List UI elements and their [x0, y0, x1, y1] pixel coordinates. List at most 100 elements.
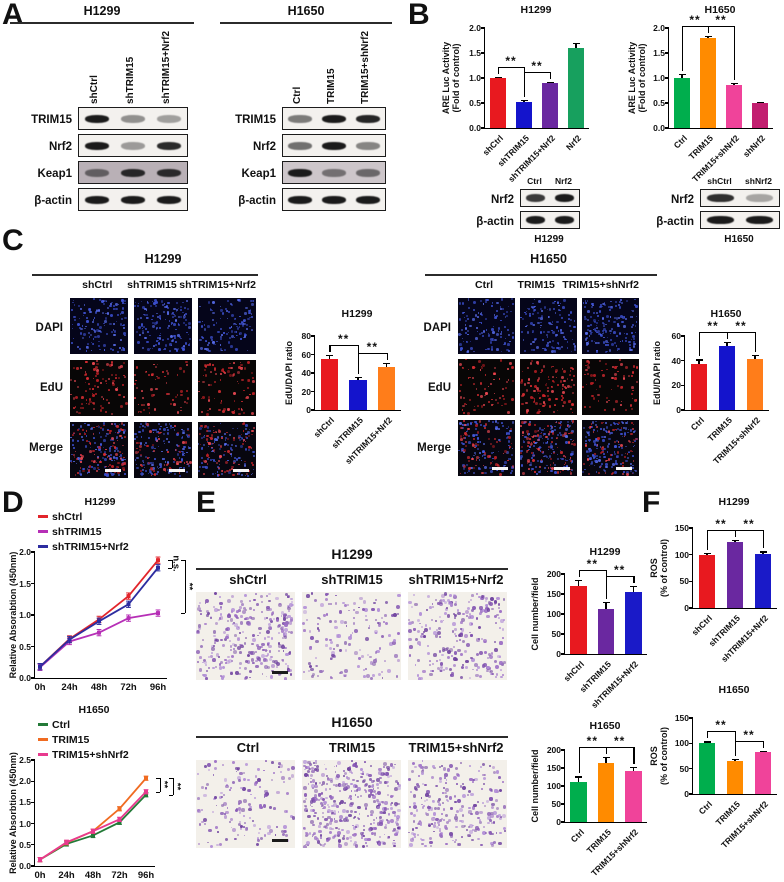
cell-dot: [164, 305, 168, 309]
cell-dot: [152, 321, 155, 324]
cell-dot: [197, 809, 201, 813]
cell-dot: [308, 662, 312, 666]
cell-dot: [526, 433, 529, 435]
cell-dot: [470, 793, 474, 797]
cell-dot: [186, 434, 189, 437]
cell-dot: [378, 803, 382, 807]
cell-dot: [232, 462, 235, 464]
cell-dot: [592, 455, 596, 459]
cell-dot: [598, 332, 601, 335]
cell-dot: [303, 671, 306, 673]
cell-dot: [112, 307, 115, 310]
cell-dot: [466, 350, 470, 353]
cell-dot: [379, 781, 382, 784]
cell-dot: [179, 309, 182, 311]
cell-dot: [311, 779, 316, 783]
cell-dot: [227, 443, 230, 446]
cell-dot: [93, 384, 97, 388]
cell-dot: [148, 456, 151, 459]
cell-dot: [311, 809, 315, 813]
y-tick-label: 0: [556, 817, 561, 827]
cell-dot: [213, 797, 216, 801]
lane-label: Nrf2: [554, 176, 572, 186]
error-bar-cap: [756, 102, 764, 104]
cell-dot: [337, 839, 341, 843]
cell-dot: [350, 789, 353, 792]
cell-dot: [271, 614, 273, 616]
cell-dot: [355, 610, 359, 614]
cell-dot: [550, 445, 553, 449]
cell-dot: [218, 464, 220, 466]
cell-dot: [166, 468, 170, 471]
cell-dot: [411, 761, 416, 766]
cell-dot: [348, 797, 350, 799]
cell-dot: [210, 616, 213, 619]
cell-dot: [280, 829, 285, 834]
cell-dot: [240, 445, 244, 448]
y-tick-label: 50: [679, 763, 689, 774]
cell-dot: [475, 617, 479, 620]
cell-dot: [303, 764, 306, 768]
cell-dot: [500, 298, 504, 301]
cell-dot: [163, 428, 166, 431]
cell-dot: [444, 600, 448, 605]
cell-dot: [92, 328, 95, 331]
cell-dot: [424, 844, 427, 847]
cell-dot: [533, 305, 536, 308]
cell-dot: [616, 366, 618, 368]
cell-dot: [103, 439, 106, 442]
cell-dot: [482, 364, 485, 367]
cell-dot: [366, 815, 369, 818]
cell-dot: [490, 820, 493, 823]
cell-dot: [618, 443, 620, 445]
cell-dot: [186, 397, 190, 400]
cell-dot: [207, 611, 211, 615]
blot-box: [700, 211, 780, 229]
cell-dot: [152, 325, 155, 328]
micrograph: [520, 359, 577, 415]
cell-dot: [233, 317, 237, 321]
cell-dot: [220, 400, 223, 402]
cell-dot: [265, 616, 269, 620]
sig-label: **: [715, 12, 727, 27]
cell-dot: [234, 634, 237, 637]
cell-dot: [500, 350, 502, 352]
cell-dot: [448, 763, 453, 768]
cell-dot: [230, 455, 232, 457]
cell-dot: [489, 463, 492, 466]
cell-dot: [480, 404, 484, 408]
line-plot: [37, 775, 149, 863]
cell-dot: [313, 764, 316, 767]
cell-dot: [236, 609, 240, 613]
cell-dot: [137, 450, 140, 453]
cell-dot: [498, 609, 502, 613]
cell-dot: [80, 461, 82, 463]
cell-dot: [154, 378, 156, 380]
cell-dot: [86, 468, 89, 470]
cell-dot: [182, 441, 185, 444]
cell-dot: [267, 831, 271, 836]
cell-dot: [167, 428, 170, 431]
y-axis-label: Cell number/field: [530, 577, 540, 651]
cell-dot: [369, 655, 372, 659]
cell-dot: [389, 763, 394, 768]
cell-dot: [425, 624, 428, 627]
cell-dot: [633, 343, 636, 346]
cell-dot: [481, 609, 485, 613]
cell-dot: [484, 774, 487, 777]
sig-bracket: [755, 332, 757, 352]
cell-dot: [378, 810, 383, 815]
cell-dot: [454, 796, 457, 799]
cell-dot: [555, 421, 557, 423]
cell-dot: [289, 619, 294, 623]
cell-dot: [150, 387, 154, 391]
cell-dot: [605, 344, 607, 346]
cell-dot: [466, 471, 469, 474]
cell-dot: [161, 338, 164, 341]
cell-dot: [584, 300, 587, 302]
cell-dot: [360, 767, 363, 771]
y-tick-label: 0: [556, 649, 561, 659]
cell-dot: [492, 811, 497, 816]
cell-dot: [370, 676, 374, 680]
cell-dot: [225, 838, 229, 842]
